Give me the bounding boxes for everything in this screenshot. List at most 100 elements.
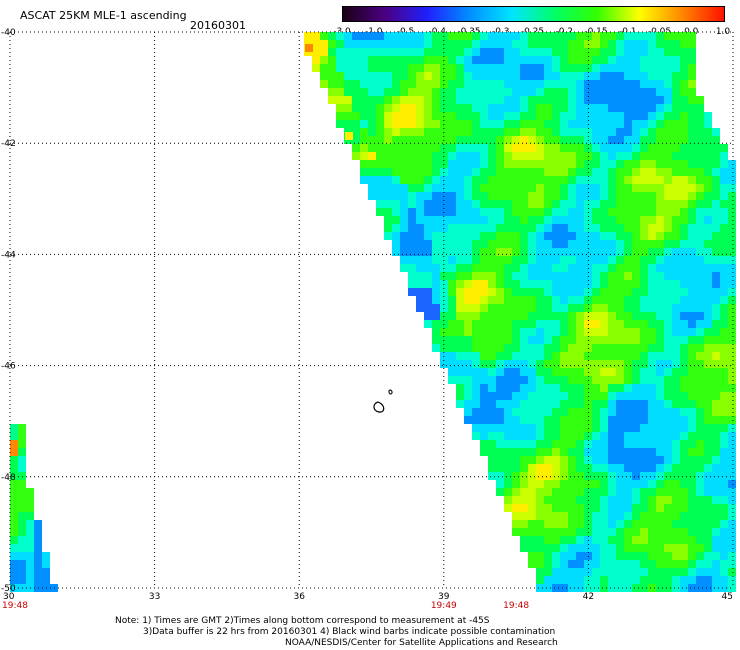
swath-cell [632, 184, 640, 192]
swath-cell [424, 56, 432, 64]
swath-cell [576, 368, 584, 376]
swath-cell [568, 120, 576, 128]
swath-cell [616, 536, 624, 544]
swath-cell [648, 272, 656, 280]
swath-cell [504, 432, 512, 440]
swath-cell [456, 192, 464, 200]
swath-cell [424, 288, 432, 296]
swath-cell [712, 320, 720, 328]
swath-cell [344, 96, 352, 104]
swath-cell [504, 232, 512, 240]
swath-cell [672, 88, 680, 96]
swath-cell [10, 568, 18, 576]
swath-cell [672, 448, 680, 456]
swath-cell [728, 160, 736, 168]
swath-cell [408, 112, 416, 120]
swath-cell [648, 568, 656, 576]
swath-cell [480, 408, 488, 416]
swath-cell [432, 224, 440, 232]
swath-cell [688, 48, 696, 56]
swath-cell [536, 152, 544, 160]
swath-cell [712, 520, 720, 528]
swath-cell [544, 120, 552, 128]
swath-cell [536, 416, 544, 424]
swath-cell [544, 304, 552, 312]
swath-cell [648, 144, 656, 152]
swath-cell [464, 216, 472, 224]
swath-cell [576, 536, 584, 544]
swath-cell [488, 160, 496, 168]
swath-cell [448, 192, 456, 200]
swath-cell [536, 272, 544, 280]
swath-cell [504, 200, 512, 208]
swath-cell [26, 520, 34, 528]
swath-cell [408, 40, 416, 48]
swath-cell [400, 144, 408, 152]
swath-cell [648, 392, 656, 400]
swath-cell [472, 312, 480, 320]
swath-cell [536, 128, 544, 136]
swath-cell [712, 200, 720, 208]
swath-cell [496, 360, 504, 368]
swath-cell [400, 160, 408, 168]
swath-cell [704, 280, 712, 288]
swath-cell [448, 144, 456, 152]
swath-cell [520, 128, 528, 136]
swath-cell [672, 304, 680, 312]
swath-cell [592, 296, 600, 304]
swath-cell [472, 408, 480, 416]
swath-cell [632, 224, 640, 232]
swath-cell [704, 112, 712, 120]
swath-cell [504, 400, 512, 408]
swath-cell [680, 512, 688, 520]
swath-cell [480, 224, 488, 232]
swath-cell [600, 432, 608, 440]
swath-cell [592, 264, 600, 272]
swath-cell [360, 96, 368, 104]
swath-cell [640, 296, 648, 304]
swath-cell [536, 464, 544, 472]
swath-cell [608, 576, 616, 584]
swath-cell [376, 96, 384, 104]
swath-cell [608, 496, 616, 504]
swath-cell [680, 344, 688, 352]
swath-cell [18, 536, 26, 544]
swath-cell [10, 448, 18, 456]
swath-cell [536, 328, 544, 336]
swath-cell [496, 216, 504, 224]
swath-cell [424, 80, 432, 88]
swath-cell [632, 256, 640, 264]
swath-cell [648, 216, 656, 224]
swath-cell [504, 360, 512, 368]
swath-cell [696, 304, 704, 312]
swath-cell [672, 192, 680, 200]
swath-cell [456, 40, 464, 48]
swath-cell [480, 104, 488, 112]
swath-cell [544, 280, 552, 288]
swath-cell [528, 344, 536, 352]
swath-cell [464, 32, 472, 40]
swath-cell [424, 128, 432, 136]
swath-cell [488, 304, 496, 312]
swath-cell [592, 40, 600, 48]
swath-cell [384, 64, 392, 72]
swath-cell [560, 200, 568, 208]
swath-cell [576, 568, 584, 576]
swath-cell [696, 448, 704, 456]
swath-cell [600, 224, 608, 232]
swath-cell [376, 160, 384, 168]
swath-cell [504, 376, 512, 384]
swath-cell [616, 32, 624, 40]
swath-cell [624, 432, 632, 440]
swath-cell [504, 48, 512, 56]
swath-cell [664, 344, 672, 352]
swath-cell [352, 40, 360, 48]
swath-cell [456, 184, 464, 192]
swath-cell [728, 584, 736, 592]
swath-cell [10, 560, 18, 568]
swath-cell [408, 208, 416, 216]
swath-cell [496, 296, 504, 304]
swath-cell [688, 104, 696, 112]
swath-cell [576, 88, 584, 96]
swath-cell [624, 584, 632, 592]
